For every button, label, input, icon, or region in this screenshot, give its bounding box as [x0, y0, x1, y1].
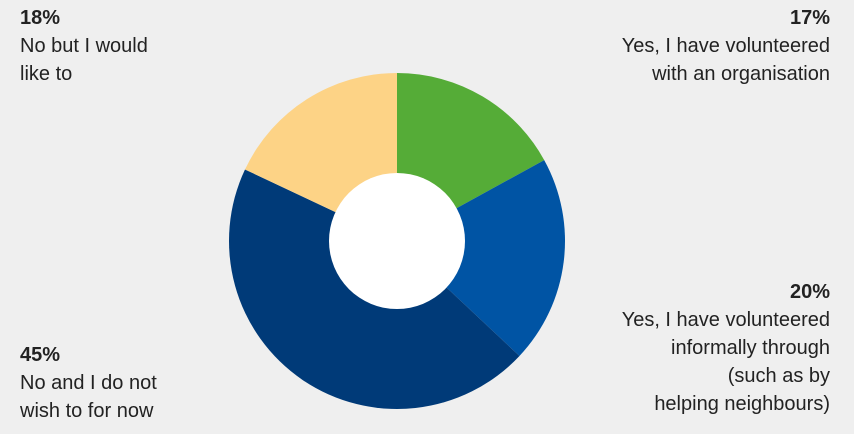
slice-text-line: like to [20, 63, 73, 85]
slice-percent-label: 18% [20, 7, 61, 29]
slice-text-line: No and I do not [20, 372, 157, 394]
slice-text-line: (such as by [727, 365, 830, 387]
slice-text-line: helping neighbours) [654, 393, 830, 415]
slice-label-no-would-like: 18% No but I would like to [20, 4, 280, 88]
slice-label-no-not-wish: 45% No and I do not wish to for now [20, 341, 280, 425]
slice-text-line: with an organisation [652, 63, 830, 85]
slice-text-line: wish to for now [20, 400, 154, 422]
slice-text-line: No but I would [20, 35, 148, 57]
slice-percent-label: 17% [789, 7, 830, 29]
slice-text-line: informally through [671, 337, 830, 359]
slice-text-line: Yes, I have volunteered [621, 309, 830, 331]
slice-volunteered-informally [397, 160, 565, 356]
slice-percent-label: 20% [789, 281, 830, 303]
donut-hole [329, 173, 465, 309]
slice-label-volunteered-informally: 20% Yes, I have volunteered informally t… [510, 278, 830, 418]
slice-text-line: Yes, I have volunteered [621, 35, 830, 57]
slice-label-volunteered-organisation: 17% Yes, I have volunteered with an orga… [510, 4, 830, 88]
slice-percent-label: 45% [20, 344, 61, 366]
